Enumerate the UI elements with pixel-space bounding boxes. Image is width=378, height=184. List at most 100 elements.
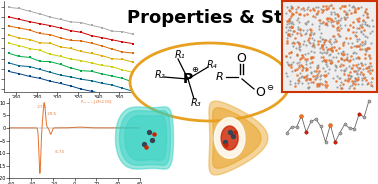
Point (327, 48, 333, 51)
Point (305, 5, 311, 8)
Point (348, 12, 354, 15)
Point (362, 21, 368, 24)
Point (341, 10, 347, 13)
Point (359, 77, 365, 80)
Point (344, 53, 350, 56)
Point (141, 142, 147, 145)
Point (352, 76, 358, 79)
Point (307, 41, 313, 44)
Point (366, 46, 372, 49)
Point (289, 41, 295, 44)
Point (342, 5, 348, 8)
Point (350, 57, 356, 60)
Point (341, 70, 347, 72)
Point (324, 51, 330, 54)
Point (319, 52, 325, 55)
Point (357, 43, 363, 46)
Point (348, 46, 354, 49)
Point (334, 27, 340, 30)
Point (357, 24, 363, 27)
Point (293, 82, 299, 85)
Point (303, 75, 309, 77)
Point (302, 21, 308, 24)
Point (298, 8, 304, 11)
Point (355, 56, 361, 59)
Point (284, 71, 290, 74)
Point (347, 85, 353, 88)
Point (356, 17, 362, 20)
Point (288, 66, 294, 69)
Point (295, 17, 301, 20)
Point (321, 40, 327, 43)
Point (327, 52, 333, 55)
Point (334, 85, 340, 88)
Point (284, 75, 290, 78)
Point (310, 7, 316, 10)
Point (350, 44, 356, 47)
Point (296, 76, 302, 79)
Point (297, 29, 303, 32)
Text: Properties & Structures: Properties & Structures (127, 9, 369, 27)
Point (366, 25, 372, 28)
Point (290, 12, 296, 15)
Point (313, 69, 319, 72)
Point (334, 22, 340, 24)
Point (335, 59, 341, 62)
Point (341, 15, 347, 18)
Point (315, 65, 321, 68)
Point (344, 56, 350, 59)
Point (310, 7, 316, 10)
Point (319, 37, 325, 40)
Point (355, 20, 361, 23)
Point (330, 45, 336, 48)
Point (329, 24, 335, 26)
Polygon shape (221, 126, 238, 150)
Point (359, 78, 365, 81)
Point (291, 42, 297, 45)
Point (300, 29, 306, 32)
Point (344, 15, 350, 18)
Point (347, 127, 353, 130)
Point (341, 68, 347, 71)
Point (339, 58, 345, 61)
Point (311, 46, 317, 49)
Point (326, 16, 332, 19)
Point (367, 31, 373, 34)
Point (333, 17, 339, 20)
Point (347, 4, 353, 7)
Point (362, 47, 368, 50)
Point (359, 73, 366, 76)
Point (301, 42, 307, 45)
Point (283, 54, 289, 57)
Point (286, 25, 292, 28)
Point (319, 83, 325, 86)
Point (322, 80, 328, 83)
Point (294, 73, 301, 76)
Point (283, 25, 289, 28)
Point (358, 29, 364, 32)
Point (328, 18, 334, 21)
Point (324, 49, 330, 52)
Point (355, 37, 361, 40)
Point (352, 70, 358, 73)
Text: ⊕: ⊕ (192, 66, 198, 75)
Point (296, 45, 302, 48)
Point (327, 62, 333, 65)
Point (343, 11, 349, 14)
Point (285, 20, 291, 22)
Text: -6.73: -6.73 (55, 150, 65, 154)
Point (283, 31, 289, 34)
Text: P: P (183, 72, 193, 86)
Point (310, 56, 316, 59)
Point (354, 40, 360, 43)
Point (323, 86, 329, 89)
Point (333, 19, 339, 22)
Point (315, 72, 321, 75)
Point (333, 39, 339, 42)
Point (336, 34, 342, 37)
Polygon shape (115, 107, 174, 169)
Point (307, 34, 313, 37)
Point (352, 79, 358, 82)
Point (301, 14, 307, 17)
Text: O: O (255, 86, 265, 100)
